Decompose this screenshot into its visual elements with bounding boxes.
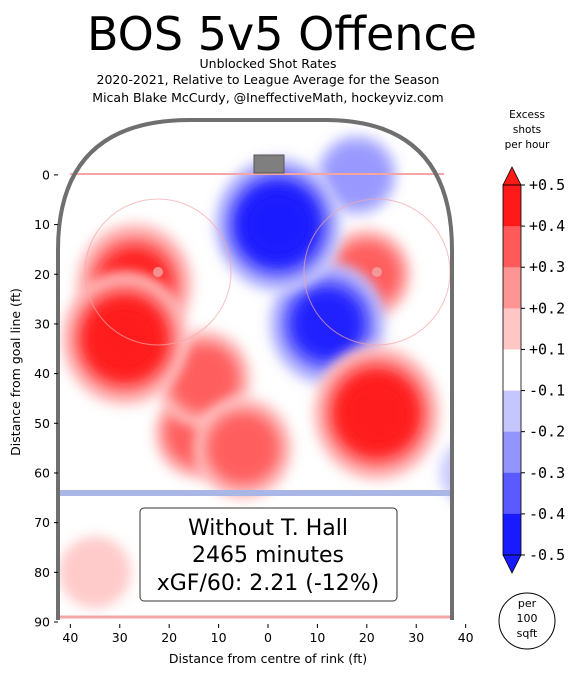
blue-line xyxy=(58,490,452,496)
colorbar-tick-label: -0.1 xyxy=(529,382,565,400)
colorbar-title-line-3: per hour xyxy=(505,139,551,151)
colorbar-tick-label: +0.1 xyxy=(529,340,565,358)
info-box-line-1: Without T. Hall xyxy=(188,516,348,541)
unit-label-line-1: per xyxy=(518,597,537,610)
colorbar-ticks: +0.5 +0.4 +0.3 +0.2 +0.1 -0.1 -0.2 -0.3 -0.4 -0.5 xyxy=(521,176,565,564)
colorbar-tick-label: -0.5 xyxy=(529,546,565,564)
faceoff-dot-right xyxy=(372,267,382,277)
colorbar-segment xyxy=(503,431,521,474)
y-axis-ticks: 0 10 20 30 40 50 60 70 80 90 xyxy=(34,167,58,630)
x-tick-label: 10 xyxy=(211,630,227,645)
colorbar-top-arrow xyxy=(502,166,522,186)
colorbar-tick-label: -0.3 xyxy=(529,464,565,482)
y-tick-label: 40 xyxy=(34,366,50,381)
chart-subtitle-line-2: 2020-2021, Relative to League Average fo… xyxy=(97,72,440,87)
y-axis-label: Distance from goal line (ft) xyxy=(8,288,23,456)
colorbar-tick-label: +0.4 xyxy=(529,217,565,235)
colorbar-tick-label: -0.2 xyxy=(529,423,565,441)
colorbar-segment xyxy=(503,349,521,392)
heat-contour xyxy=(343,380,411,447)
chart-subtitle-line-3: Micah Blake McCurdy, @IneffectiveMath, h… xyxy=(92,90,443,105)
colorbar-segment xyxy=(503,390,521,433)
info-box: Without T. Hall 2465 minutes xGF/60: 2.2… xyxy=(139,507,398,602)
unit-label-line-3: sqft xyxy=(517,627,538,640)
heat-contour xyxy=(170,345,237,412)
x-tick-label: 10 xyxy=(309,630,325,645)
chart-title: BOS 5v5 Offence xyxy=(87,7,477,61)
y-tick-label: 50 xyxy=(34,416,50,431)
y-tick-label: 10 xyxy=(34,217,50,232)
y-tick-label: 20 xyxy=(34,267,50,282)
y-tick-label: 60 xyxy=(34,465,50,480)
colorbar-segment xyxy=(503,308,521,350)
faceoff-dot-left xyxy=(153,267,163,277)
info-box-line-3: xGF/60: 2.21 (-12%) xyxy=(157,571,380,596)
colorbar-segment xyxy=(503,185,521,227)
heat-contour xyxy=(292,289,362,359)
colorbar-tick-label: -0.4 xyxy=(529,505,565,523)
y-tick-label: 0 xyxy=(42,167,50,182)
colorbar-tick-label: +0.5 xyxy=(529,176,565,194)
rink-markings xyxy=(56,118,454,620)
y-tick-label: 90 xyxy=(34,615,50,630)
x-tick-label: 40 xyxy=(62,630,78,645)
x-tick-label: 20 xyxy=(161,630,177,645)
x-tick-label: 30 xyxy=(408,630,424,645)
goal-net xyxy=(253,154,285,174)
info-box-frame xyxy=(139,507,398,602)
colorbar-frame xyxy=(502,184,522,556)
unit-label-line-2: 100 xyxy=(517,612,538,625)
heat-contour xyxy=(244,191,312,258)
colorbar-tick-label: +0.2 xyxy=(529,299,565,317)
heat-contour xyxy=(91,305,159,372)
y-tick-label: 30 xyxy=(34,316,50,331)
heat-contour xyxy=(59,536,131,609)
y-tick-label: 80 xyxy=(34,565,50,580)
colorbar-title-line-2: shots xyxy=(513,124,541,136)
unit-circle xyxy=(498,592,556,650)
chart-subtitle-line-1: Unblocked Shot Rates xyxy=(200,56,337,71)
info-box-line-2: 2465 minutes xyxy=(192,543,344,568)
y-tick-label: 70 xyxy=(34,515,50,530)
colorbar-segment xyxy=(503,226,521,268)
x-tick-label: 20 xyxy=(359,630,375,645)
colorbar: Excess shots per hour +0.5+0.4+0.3+0.2+0… xyxy=(498,109,565,650)
faceoff-circle-left xyxy=(84,198,232,346)
colorbar-segment xyxy=(503,267,521,309)
colorbar-segments xyxy=(503,185,521,556)
x-axis-label: Distance from centre of rink (ft) xyxy=(169,651,367,666)
chart-axes: 40 30 20 10 0 10 20 30 40 0 10 20 30 40 50 60 70 80 90 Di… xyxy=(8,167,474,666)
colorbar-segment xyxy=(503,513,521,556)
colorbar-tick-label: +0.3 xyxy=(529,258,565,276)
heat-contour xyxy=(209,414,278,482)
x-tick-label: 0 xyxy=(264,630,272,645)
rink-boards xyxy=(56,118,454,620)
colorbar-title-line-1: Excess xyxy=(509,109,545,121)
x-axis-ticks: 40 30 20 10 0 10 20 30 40 xyxy=(62,624,474,645)
x-tick-label: 40 xyxy=(458,630,474,645)
colorbar-bottom-arrow xyxy=(502,554,522,574)
x-tick-label: 30 xyxy=(112,630,128,645)
colorbar-segment xyxy=(503,472,521,515)
